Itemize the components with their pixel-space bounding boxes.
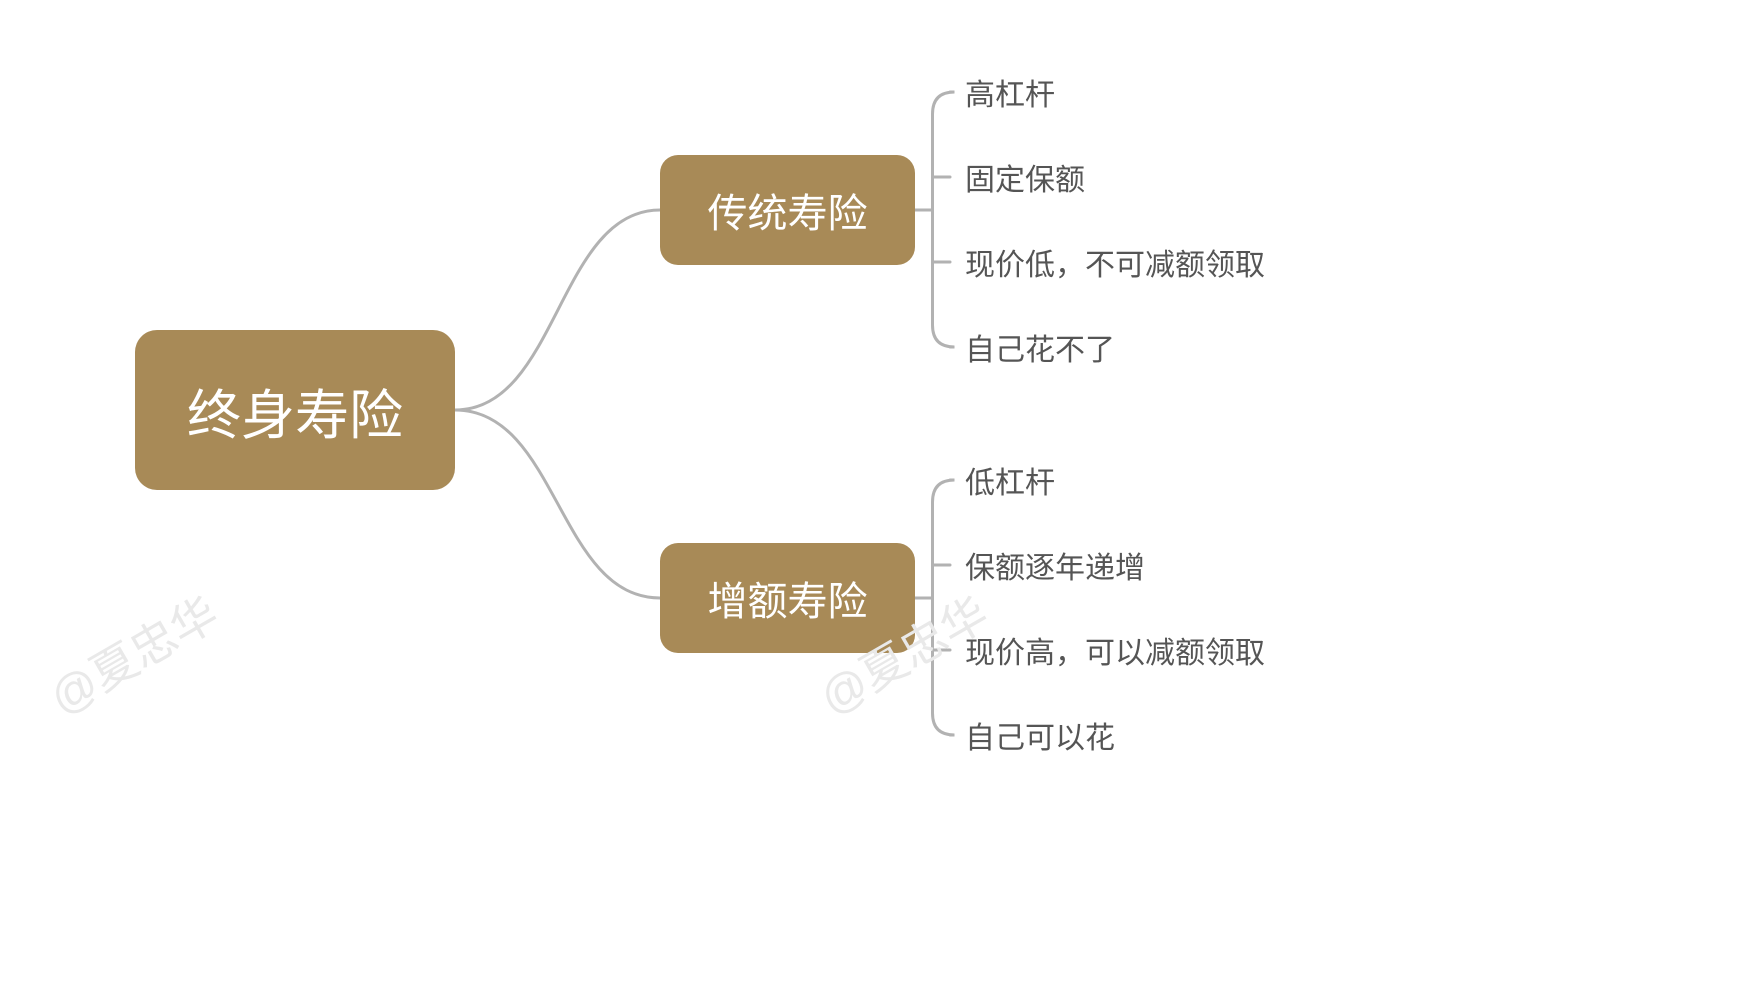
leaf-traditional-0: 高杠杆 xyxy=(965,71,1055,113)
leaf-traditional-3: 自己花不了 xyxy=(965,326,1115,368)
leaf-increasing-1: 保额逐年递增 xyxy=(965,544,1145,586)
leaf-traditional-2: 现价低，不可减额领取 xyxy=(965,241,1265,283)
leaf-increasing-2: 现价高，可以减额领取 xyxy=(965,629,1265,671)
branch-node-traditional: 传统寿险 xyxy=(660,155,915,265)
connector-layer xyxy=(0,0,1742,990)
leaf-increasing-3: 自己可以花 xyxy=(965,714,1115,756)
connector-path xyxy=(455,410,660,598)
leaf-increasing-0: 低杠杆 xyxy=(965,459,1055,501)
watermark-0: @夏忠华 xyxy=(36,578,229,728)
root-node: 终身寿险 xyxy=(135,330,455,490)
leaf-traditional-1: 固定保额 xyxy=(965,156,1085,198)
connector-path xyxy=(933,92,955,347)
connector-path xyxy=(455,210,660,410)
